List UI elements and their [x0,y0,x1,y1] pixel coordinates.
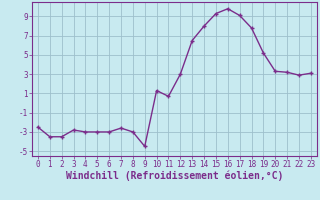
X-axis label: Windchill (Refroidissement éolien,°C): Windchill (Refroidissement éolien,°C) [66,171,283,181]
